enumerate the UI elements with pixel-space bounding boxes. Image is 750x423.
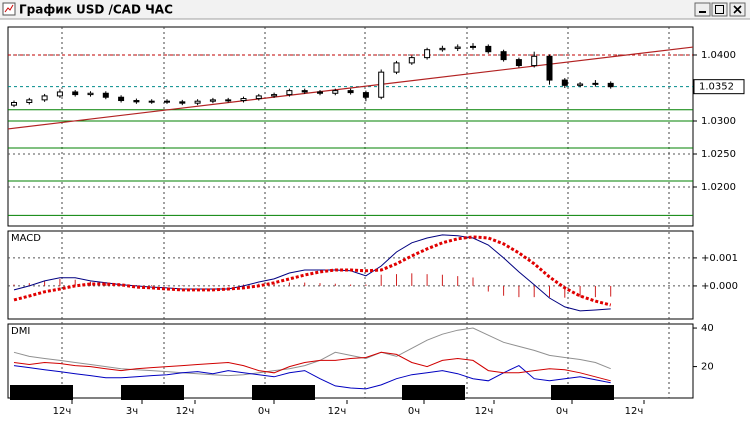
candle-body (607, 82, 614, 88)
candle-body (408, 57, 415, 64)
y-tick-label: 1.0200 (701, 182, 736, 193)
hour-label: 3ч (126, 406, 138, 417)
candle-body (332, 90, 339, 94)
candle-body (271, 94, 278, 97)
candle-body (454, 46, 461, 49)
candle-body (378, 71, 385, 98)
candle-body (164, 100, 170, 103)
candle-body (11, 102, 17, 106)
hour-label: 0ч (258, 406, 270, 417)
candle-body (531, 55, 538, 67)
date-label: 29.5.2013 (406, 388, 457, 399)
dmi-panel-frame (7, 323, 694, 399)
candle-body (179, 101, 186, 104)
candle-body (72, 91, 79, 96)
candle-body (515, 59, 522, 67)
hour-label: 0ч (556, 406, 568, 417)
y-tick-label: 1.0400 (701, 50, 736, 61)
candle-body (439, 47, 446, 51)
hour-label: 0ч (408, 406, 420, 417)
panel-title: DMI (11, 326, 30, 337)
date-box (10, 385, 73, 400)
candle-body (317, 91, 323, 94)
dmi-line (13, 327, 611, 377)
candle-body (26, 99, 33, 104)
vertical-grid (61, 27, 670, 398)
date-label: 24.5.2013 (14, 388, 65, 399)
candle-body (347, 90, 354, 94)
y-tick-label: 40 (701, 323, 714, 334)
candle-body (500, 51, 507, 61)
current-price-label: 1.0352 (699, 82, 734, 93)
dmi-line (13, 351, 611, 382)
y-tick-label: 20 (701, 362, 714, 373)
date-box (402, 385, 465, 400)
candle-body (194, 100, 201, 104)
date-box (551, 385, 614, 400)
current-price-box (693, 79, 745, 95)
candle-body (240, 98, 247, 102)
candle-body (255, 95, 262, 100)
date-box (252, 385, 315, 400)
dmi-line (13, 365, 611, 390)
candle-body (87, 92, 94, 96)
window-icon-graph (4, 4, 14, 13)
candle-body (102, 92, 109, 98)
date-label: 28.5.2013 (256, 388, 307, 399)
signal-line (13, 235, 612, 307)
candle-body (118, 96, 125, 102)
window-title: График USD /CAD ЧАС (19, 3, 173, 17)
candle-body (286, 90, 293, 96)
y-tick-label: +0.000 (701, 281, 738, 292)
trendline (7, 46, 694, 130)
candle-body (546, 55, 553, 81)
title-bar (0, 0, 750, 19)
candle-body (485, 45, 492, 53)
maximize-button[interactable] (711, 2, 728, 17)
candle-body (148, 100, 155, 103)
candle-body (592, 82, 599, 85)
y-tick-label: 1.0300 (701, 116, 736, 127)
hour-label: 12ч (328, 406, 347, 417)
candle-body (133, 100, 140, 103)
date-box (121, 385, 184, 400)
candle-body (209, 99, 216, 102)
date-label: 30.5.2013 (555, 388, 606, 399)
date-label: 27.5.2013 (125, 388, 176, 399)
panel-title: MACD (11, 233, 41, 244)
hour-label: 12ч (625, 406, 644, 417)
hour-label: 12ч (176, 406, 195, 417)
candle-body (393, 62, 400, 73)
candle-body (561, 79, 568, 86)
macd-panel-frame (7, 230, 694, 320)
minimize-button[interactable] (694, 2, 711, 17)
candle-body (362, 92, 369, 98)
candle-body (424, 49, 431, 59)
price-panel-frame (7, 26, 694, 227)
y-tick-label: +0.001 (701, 253, 738, 264)
candle-body (470, 45, 476, 48)
hour-label: 12ч (475, 406, 494, 417)
candle-body (577, 83, 584, 86)
candle-body (225, 99, 232, 102)
hour-label: 12ч (53, 406, 72, 417)
candle-body (56, 91, 63, 97)
candle-body (301, 90, 308, 93)
y-tick-label: 1.0250 (701, 149, 736, 160)
close-button[interactable] (729, 2, 746, 17)
candle-body (41, 95, 48, 101)
